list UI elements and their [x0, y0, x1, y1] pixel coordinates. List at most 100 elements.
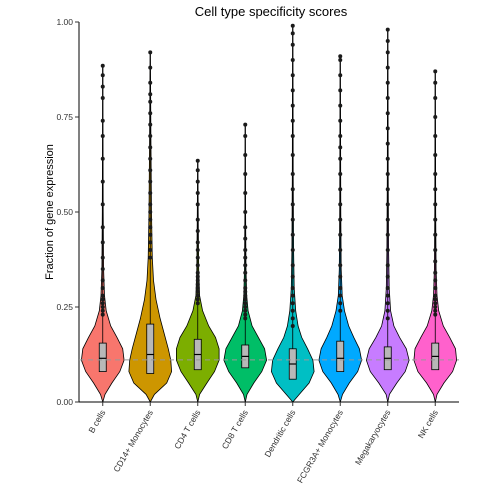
outlier-point [433, 172, 438, 176]
outlier-point [338, 54, 343, 59]
outlier-point [148, 134, 153, 138]
outlier-point [100, 308, 105, 313]
outlier-point [433, 232, 438, 237]
outlier-point [433, 305, 438, 309]
outlier-point [290, 88, 295, 93]
outlier-point [433, 153, 438, 157]
outlier-point [195, 263, 200, 268]
outlier-point [433, 308, 438, 313]
outlier-point [433, 80, 438, 85]
outlier-point [338, 172, 343, 176]
chart-title: Cell type specificity scores [195, 4, 348, 19]
outlier-point [290, 73, 295, 78]
x-tick-label: FCGR3A+ Monocytes [295, 408, 345, 485]
outlier-point [100, 156, 105, 161]
outlier-point [243, 210, 248, 214]
outlier-point [100, 293, 105, 298]
x-tick-label: CD8 T cells [220, 408, 250, 451]
outlier-point [148, 225, 153, 230]
outlier-point [290, 172, 295, 176]
outlier-point [338, 134, 343, 138]
outlier-point [290, 286, 295, 290]
outlier-point [243, 289, 248, 294]
outlier-point [433, 248, 438, 252]
outlier-point [195, 274, 200, 279]
outlier-point [385, 293, 390, 298]
outlier-point [100, 278, 105, 283]
outlier-point [290, 316, 295, 321]
outlier-point [290, 293, 295, 298]
outlier-point [195, 297, 200, 302]
outlier-point [290, 274, 295, 279]
outlier-point [195, 179, 200, 184]
outlier-point [290, 134, 295, 138]
outlier-point [385, 96, 390, 100]
outlier-point [243, 263, 248, 268]
outlier-point [148, 99, 153, 104]
outlier-point [290, 103, 295, 108]
outlier-point [385, 141, 390, 146]
x-tick-label: NK cells [416, 408, 440, 440]
outlier-point [290, 153, 295, 157]
plot-area: 0.00 0.25 0.50 0.75 1.00 B cells CD14+ Monocyt… [56, 17, 459, 485]
outlier-point [195, 282, 200, 287]
outlier-point [338, 202, 343, 207]
outlier-point [100, 312, 105, 317]
outlier-point [290, 23, 295, 28]
outlier-point [290, 308, 295, 313]
outlier-point [243, 122, 248, 127]
outlier-point [195, 158, 200, 163]
outlier-point [338, 103, 343, 108]
outlier-point [338, 248, 343, 252]
outlier-point [148, 92, 153, 97]
outlier-point [243, 248, 248, 252]
outlier-point [100, 73, 105, 78]
outlier-point [385, 202, 390, 207]
outlier-point [433, 187, 438, 192]
outlier-point [243, 236, 248, 241]
outlier-point [385, 248, 390, 252]
outlier-point [243, 301, 248, 306]
outlier-point [195, 202, 200, 207]
outlier-point [148, 191, 153, 195]
outlier-point [100, 179, 105, 184]
outlier-point [338, 274, 343, 279]
outlier-point [433, 217, 438, 222]
outlier-point [243, 191, 248, 195]
outlier-point [338, 73, 343, 78]
outlier-point [433, 134, 438, 138]
outlier-point [148, 122, 153, 127]
outlier-point [243, 270, 248, 275]
outlier-point [338, 145, 343, 150]
outlier-point [243, 316, 248, 321]
outlier-point [338, 187, 343, 192]
outlier-point [385, 126, 390, 131]
outlier-point [433, 259, 438, 264]
outlier-point [195, 289, 200, 294]
outlier-point [433, 293, 438, 298]
outlier-point [100, 202, 105, 207]
outlier-point [243, 255, 248, 260]
outlier-point [385, 65, 390, 70]
outlier-point [148, 145, 153, 150]
outlier-point [385, 232, 390, 237]
outlier-point [385, 187, 390, 192]
y-tick-label: 0.25 [56, 302, 73, 312]
outlier-point [100, 118, 105, 123]
outlier-point [338, 217, 343, 222]
outlier-point [100, 63, 105, 68]
outlier-point [195, 217, 200, 222]
x-tick-label: CD4 T cells [172, 408, 202, 451]
outlier-point [148, 232, 153, 237]
outlier-point [148, 217, 153, 222]
outlier-point [100, 301, 105, 306]
outlier-point [148, 50, 153, 55]
outlier-point [243, 134, 248, 138]
outlier-point [433, 286, 438, 290]
outlier-point [290, 263, 295, 268]
outlier-point [433, 96, 438, 100]
iqr-box [146, 323, 155, 374]
outlier-point [433, 202, 438, 207]
